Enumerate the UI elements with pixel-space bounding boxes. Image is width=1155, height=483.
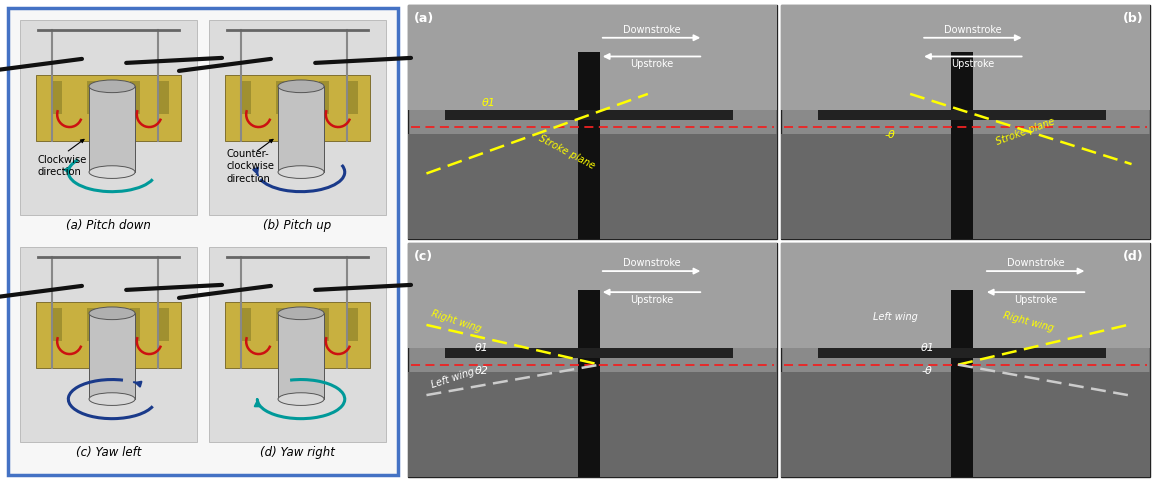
Bar [578, 290, 599, 477]
Text: Counter-
clockwise
direction: Counter- clockwise direction [226, 149, 275, 184]
Bar [346, 81, 358, 114]
Ellipse shape [278, 307, 325, 320]
Bar [52, 308, 62, 341]
FancyBboxPatch shape [225, 301, 370, 368]
Bar [781, 243, 1150, 477]
FancyBboxPatch shape [36, 74, 181, 141]
Bar [158, 308, 169, 341]
Bar [951, 290, 973, 477]
Text: (d) Yaw right: (d) Yaw right [260, 446, 335, 459]
Ellipse shape [89, 80, 135, 93]
Bar [781, 5, 1150, 110]
Text: Clockwise
direction: Clockwise direction [38, 155, 87, 177]
Bar [158, 81, 169, 114]
Text: Upstroke: Upstroke [629, 295, 673, 305]
Bar [818, 110, 1105, 120]
Bar [781, 243, 1150, 348]
Bar [209, 247, 386, 442]
Bar [781, 5, 1150, 239]
Ellipse shape [89, 393, 135, 405]
Text: Upstroke: Upstroke [1014, 295, 1057, 305]
FancyBboxPatch shape [225, 74, 370, 141]
Bar [241, 81, 252, 114]
Text: (d): (d) [1124, 250, 1143, 263]
Bar [408, 372, 777, 477]
Bar [818, 348, 1105, 357]
Text: Downstroke: Downstroke [944, 25, 1001, 35]
Text: θ1: θ1 [475, 342, 489, 353]
Bar [129, 81, 141, 114]
Text: Right wing: Right wing [430, 308, 483, 334]
Bar [408, 243, 777, 348]
Text: (b) Pitch up: (b) Pitch up [263, 219, 331, 232]
Text: θ1: θ1 [482, 98, 495, 108]
Bar [89, 313, 135, 399]
Bar [241, 308, 252, 341]
Bar [52, 81, 62, 114]
Bar [129, 308, 141, 341]
Bar [319, 81, 329, 114]
Bar [89, 86, 135, 172]
Text: -θ: -θ [885, 130, 895, 141]
Ellipse shape [89, 307, 135, 320]
Bar [445, 348, 732, 357]
Text: Downstroke: Downstroke [623, 258, 680, 268]
Bar [88, 308, 98, 341]
Bar [578, 52, 599, 239]
Bar [781, 134, 1150, 239]
Text: θ1: θ1 [922, 342, 936, 353]
Bar [88, 81, 98, 114]
Bar [8, 8, 398, 475]
Bar [951, 52, 973, 239]
Bar [278, 86, 325, 172]
Bar [20, 247, 198, 442]
Bar [445, 110, 732, 120]
FancyBboxPatch shape [36, 301, 181, 368]
Bar [408, 5, 777, 110]
Text: (a) Pitch down: (a) Pitch down [66, 219, 151, 232]
Bar [408, 5, 777, 239]
Bar [20, 20, 198, 215]
Ellipse shape [89, 166, 135, 178]
Bar [278, 313, 325, 399]
Text: (a): (a) [413, 12, 434, 25]
Text: Upstroke: Upstroke [952, 59, 994, 70]
Bar [346, 308, 358, 341]
Bar [319, 308, 329, 341]
Bar [276, 308, 286, 341]
Ellipse shape [278, 166, 325, 178]
Text: Left wing: Left wing [430, 367, 476, 390]
Text: Left wing: Left wing [873, 312, 918, 322]
Ellipse shape [278, 80, 325, 93]
Text: (c) Yaw left: (c) Yaw left [76, 446, 141, 459]
Ellipse shape [278, 393, 325, 405]
Text: Stroke plane: Stroke plane [994, 117, 1057, 147]
Bar [276, 81, 286, 114]
Bar [209, 20, 386, 215]
Text: (b): (b) [1124, 12, 1143, 25]
Text: Right wing: Right wing [1003, 311, 1056, 334]
Text: θ2: θ2 [475, 366, 489, 376]
Text: -θ: -θ [922, 366, 932, 376]
Bar [781, 372, 1150, 477]
Text: Downstroke: Downstroke [1007, 258, 1065, 268]
Text: Stroke plane: Stroke plane [537, 133, 597, 171]
Text: Downstroke: Downstroke [623, 25, 680, 35]
Text: Upstroke: Upstroke [629, 59, 673, 70]
Bar [408, 134, 777, 239]
Text: (c): (c) [413, 250, 433, 263]
Bar [408, 243, 777, 477]
